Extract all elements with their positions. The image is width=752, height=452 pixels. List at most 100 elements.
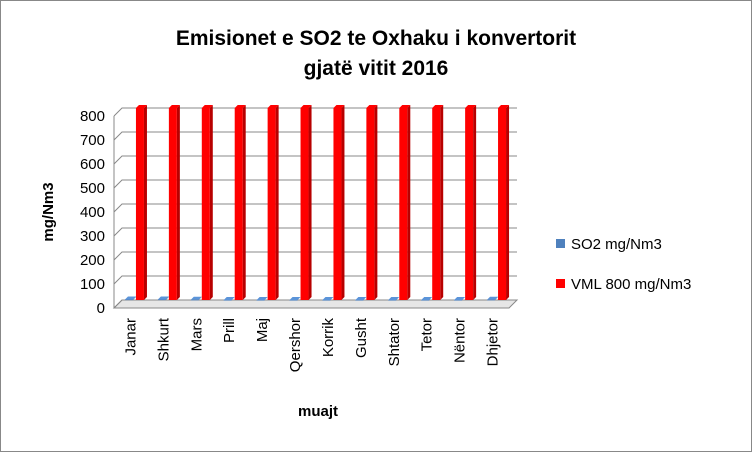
bar-top-so2 [454,297,466,300]
bar-so2 [124,299,133,301]
chart-title-line1: Emisionet e SO2 te Oxhaku i konvertorit [176,27,576,50]
bar-top-so2 [256,297,268,300]
bar-so2 [322,300,331,301]
bar-side-vml [440,105,444,300]
bar-side-vml [506,105,510,300]
gridline [113,131,517,141]
bar-side-so2 [165,296,169,300]
bar-vml [498,108,507,300]
bar-side-so2 [495,296,499,300]
x-tick-label: Janar [122,318,139,356]
bar-top-vml [366,105,378,108]
bar-top-so2 [322,297,334,300]
bar-so2 [190,299,199,301]
bar-top-vml [135,105,147,108]
bar-vml [135,108,144,300]
x-tick-label: Dhjetor [485,318,502,366]
y-axis-label: mg/Nm3 [40,182,57,241]
gridline [113,251,517,261]
bar-top-vml [465,105,477,108]
bar-top-vml [333,105,345,108]
chart-title-line2: gjatë vitit 2016 [304,57,449,80]
bar-side-vml [407,105,411,300]
bar-side-so2 [198,296,202,300]
x-tick-label: Shtator [386,318,403,366]
bar-so2 [355,300,364,301]
bar-top-so2 [355,297,367,300]
y-tick-label: 200 [80,252,105,269]
bar-so2 [157,299,166,301]
bar-so2 [289,300,298,301]
x-axis-label: muajt [298,403,338,420]
bar-vml [267,108,276,300]
legend-swatch-vml [556,279,565,288]
bar-side-so2 [132,296,136,300]
gridline [113,227,517,237]
gridline [113,179,517,189]
legend: SO2 mg/Nm3 VML 800 mg/Nm3 [556,236,691,293]
bar-top-so2 [190,296,202,300]
bar-top-so2 [157,296,169,300]
plot-floor [112,299,519,309]
gridline [113,155,517,165]
bar-side-vml [209,105,213,300]
gridline [113,107,517,117]
bar-so2 [421,300,430,301]
bar-vml [300,108,309,300]
bar-side-vml [308,105,312,300]
bar-top-vml [267,105,279,108]
bar-so2 [223,300,232,301]
bar-so2 [256,300,265,301]
bar-top-so2 [124,296,136,300]
y-tick-label: 700 [80,132,105,149]
bar-top-vml [300,105,312,108]
bar-vml [201,108,210,300]
bar-so2 [487,299,496,301]
bar-top-so2 [223,297,235,300]
x-tick-label: Qershor [287,318,304,372]
bar-top-so2 [487,296,499,300]
bar-side-vml [275,105,279,300]
bar-top-so2 [421,297,433,300]
bar-top-so2 [388,297,400,300]
bar-side-vml [176,105,180,300]
bar-vml [333,108,342,300]
x-tick-label: Korrik [320,318,337,358]
y-tick-label: 800 [80,108,105,125]
gridline [113,203,517,213]
bar-side-vml [143,105,147,300]
bar-top-vml [201,105,213,108]
x-tick-label: Prill [221,318,238,343]
bar-vml [432,108,441,300]
bar-vml [366,108,375,300]
x-tick-label: Tetor [419,318,436,351]
bar-top-so2 [289,297,301,300]
bar-vml [399,108,408,300]
bar-side-vml [473,105,477,300]
bar-side-vml [374,105,378,300]
gridline [113,299,517,309]
y-tick-label: 0 [97,300,105,317]
x-tick-label: Gusht [353,317,370,358]
bar-top-vml [168,105,180,108]
bar-so2 [388,300,397,301]
y-tick-label: 400 [80,204,105,221]
x-tick-label: Mars [188,318,205,351]
bar-top-vml [399,105,411,108]
x-tick-label: Nëntor [452,318,469,363]
bar-side-vml [341,105,345,300]
x-tick-label: Maj [254,318,271,342]
y-tick-label: 500 [80,180,105,197]
plot-area: 0 100 200 300 400 500 600 700 800 Janar Shkurt Mars… [80,105,519,372]
legend-label-so2: SO2 mg/Nm3 [571,236,662,253]
bar-vml [465,108,474,300]
legend-swatch-so2 [556,239,565,248]
bar-vml [234,108,243,300]
bar-top-vml [234,105,246,108]
y-tick-label: 300 [80,228,105,245]
bar-top-vml [432,105,444,108]
gridline [113,275,517,285]
y-tick-label: 100 [80,276,105,293]
bar-side-vml [242,105,246,300]
